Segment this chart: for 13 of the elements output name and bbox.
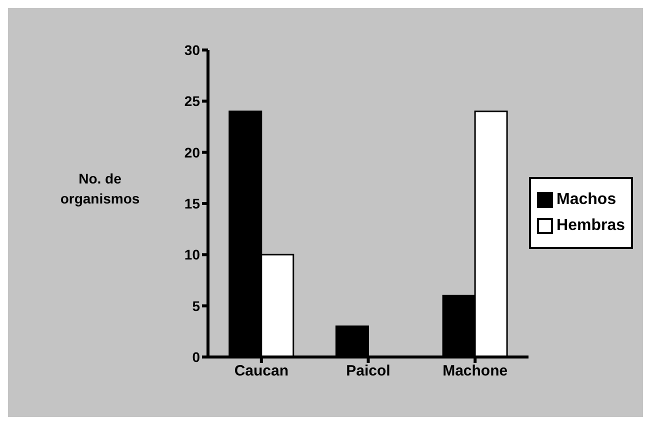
y-tick-label: 5 (192, 298, 200, 314)
y-tick-label: 0 (192, 348, 200, 365)
y-tick-label: 10 (184, 246, 200, 263)
y-tick-label: 20 (184, 144, 200, 160)
legend-label: Machos (556, 190, 616, 208)
y-tick-label: 25 (184, 93, 200, 110)
x-tick-label: Machone (442, 362, 508, 380)
legend-label: Hembras (556, 216, 625, 234)
y-axis-title: No. de organismos (60, 170, 140, 206)
x-tick-label: Paicol (346, 362, 390, 380)
y-tick-label: 15 (184, 195, 200, 212)
y-tick-label: 30 (184, 42, 200, 58)
x-tick-label: Caucan (234, 362, 289, 380)
